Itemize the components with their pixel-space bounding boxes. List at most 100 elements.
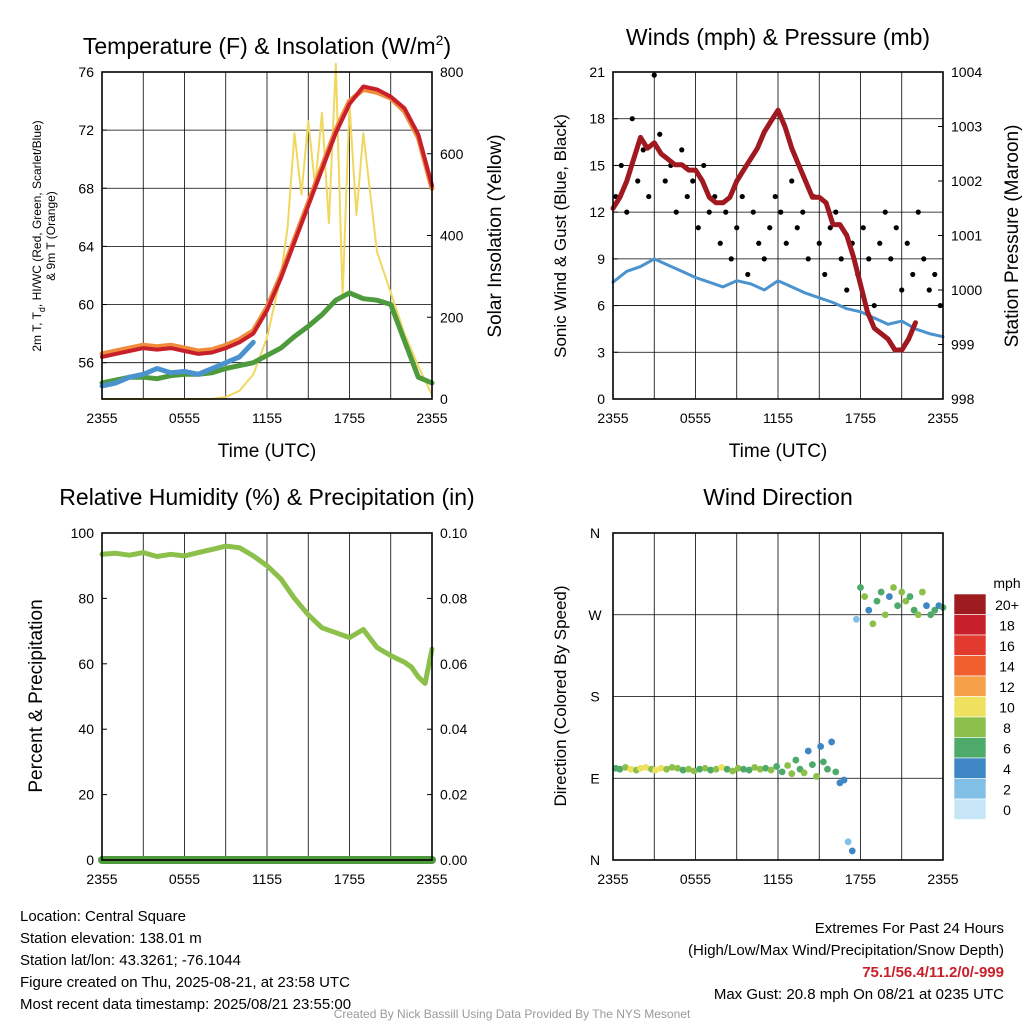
direction-point xyxy=(685,765,693,773)
gust-point xyxy=(723,209,729,215)
colorbar-label: 14 xyxy=(999,659,1015,675)
gust-point xyxy=(618,162,624,169)
gust-point xyxy=(778,209,784,215)
winds-ytick: 6 xyxy=(597,298,605,314)
gust-point xyxy=(816,240,822,246)
extremes-info: Extremes For Past 24 Hours (High/Low/Max… xyxy=(688,918,1004,1006)
humidity-ytick: 60 xyxy=(78,656,94,672)
colorbar-swatch xyxy=(953,634,987,656)
direction-point xyxy=(788,770,796,778)
direction-point xyxy=(637,764,644,772)
winds-title: Winds (mph) & Pressure (mb) xyxy=(626,24,930,50)
insolation-ytick: 0 xyxy=(440,391,448,407)
gust-point xyxy=(937,302,943,309)
direction-point xyxy=(778,768,786,776)
direction-point xyxy=(817,743,825,750)
direction-point xyxy=(734,764,742,772)
latlon-text: Station lat/lon: 43.3261; -76.1044 xyxy=(20,952,242,969)
gust-point xyxy=(805,256,811,262)
pressure-ytick: 998 xyxy=(951,391,975,407)
direction-xtick: 0555 xyxy=(680,871,711,887)
gust-point xyxy=(635,178,641,184)
gust-point xyxy=(915,209,921,215)
precip-ytick: 0.10 xyxy=(440,525,467,541)
colorbar-label: 12 xyxy=(999,679,1015,695)
direction-point xyxy=(767,766,775,774)
precip-ytick: 0.00 xyxy=(440,852,467,868)
direction-point xyxy=(657,764,665,772)
precip-ytick: 0.08 xyxy=(440,590,467,606)
direction-point xyxy=(869,620,877,628)
humidity-ytick: 40 xyxy=(78,721,94,737)
direction-point xyxy=(762,764,770,772)
direction-point xyxy=(918,588,926,596)
direction-point xyxy=(751,763,759,771)
direction-point xyxy=(808,761,816,769)
direction-panel: Wind Direction Direction (Colored By Spe… xyxy=(551,484,1021,887)
direction-point xyxy=(832,768,840,776)
direction-point xyxy=(745,766,753,774)
temperature-ytick: 76 xyxy=(78,64,94,80)
humidity-panel: Relative Humidity (%) & Precipitation (i… xyxy=(26,484,475,887)
winds-panel: Winds (mph) & Pressure (mb) Time (UTC) S… xyxy=(551,24,1023,462)
temperature-ytick: 68 xyxy=(78,180,94,196)
insolation-ytick: 400 xyxy=(440,228,464,244)
colorbar-swatch xyxy=(953,593,987,615)
gust-point xyxy=(651,72,657,78)
winds-ytick: 18 xyxy=(589,111,605,127)
direction-point xyxy=(740,765,748,773)
humidity-line xyxy=(99,543,435,686)
temperature-frame xyxy=(101,71,433,400)
direction-point xyxy=(756,765,764,773)
direction-ylabel: Direction (Colored By Speed) xyxy=(551,585,570,806)
gust-point xyxy=(728,256,734,262)
direction-point xyxy=(723,765,731,773)
direction-point xyxy=(885,593,893,600)
direction-point xyxy=(707,766,715,774)
direction-point xyxy=(696,765,704,773)
extremes-values: 75.1/56.4/11.2/0/-999 xyxy=(862,964,1004,981)
colorbar-swatch xyxy=(953,757,987,779)
temperature-xtick: 0555 xyxy=(169,410,200,426)
elevation-text: Station elevation: 138.01 m xyxy=(20,930,202,947)
direction-point xyxy=(824,765,831,773)
gust-point xyxy=(877,240,883,246)
colorbar-label: 4 xyxy=(1003,761,1011,777)
winds-ytick: 15 xyxy=(589,157,605,173)
temperature-ylabel: 2m T, Td, HI/WC (Red, Green, Scarlet/Blu… xyxy=(30,120,47,351)
temperature-ytick: 64 xyxy=(78,238,94,254)
direction-point xyxy=(792,756,800,764)
colorbar-swatch xyxy=(953,716,987,738)
winds-xtick: 2355 xyxy=(927,410,958,426)
location-text: Location: Central Square xyxy=(20,908,186,925)
direction-point xyxy=(784,762,792,769)
direction-point xyxy=(690,767,698,775)
direction-point xyxy=(729,767,737,775)
gust-point xyxy=(761,256,767,262)
winds-ytick: 9 xyxy=(597,251,605,267)
gust-point xyxy=(882,209,888,215)
extremes-desc: (High/Low/Max Wind/Precipitation/Snow De… xyxy=(688,942,1004,959)
direction-point xyxy=(844,838,852,846)
gust-point xyxy=(640,147,646,153)
max-gust-text: Max Gust: 20.8 mph On 08/21 at 0235 UTC xyxy=(713,986,1004,1003)
direction-point xyxy=(813,773,820,780)
temperature-y2label: Solar Insolation (Yellow) xyxy=(485,134,506,337)
gust-point xyxy=(871,302,877,309)
gust-point xyxy=(932,271,938,278)
gust-point xyxy=(860,225,866,231)
colorbar-swatch xyxy=(953,737,987,759)
precip-ytick: 0.04 xyxy=(440,721,467,737)
direction-point xyxy=(923,602,930,610)
direction-point xyxy=(877,588,885,596)
humidity-xtick: 2355 xyxy=(86,871,117,887)
direction-point xyxy=(894,602,902,610)
colorbar-swatch xyxy=(953,655,987,677)
direction-xtick: 2355 xyxy=(597,871,628,887)
colorbar-swatch xyxy=(953,798,987,820)
temperature-ytick: 60 xyxy=(78,297,94,313)
direction-point xyxy=(668,763,676,771)
temperature-ylabel-line2: & 9m T (Orange) xyxy=(44,191,58,281)
temperature-series-line xyxy=(100,84,434,359)
